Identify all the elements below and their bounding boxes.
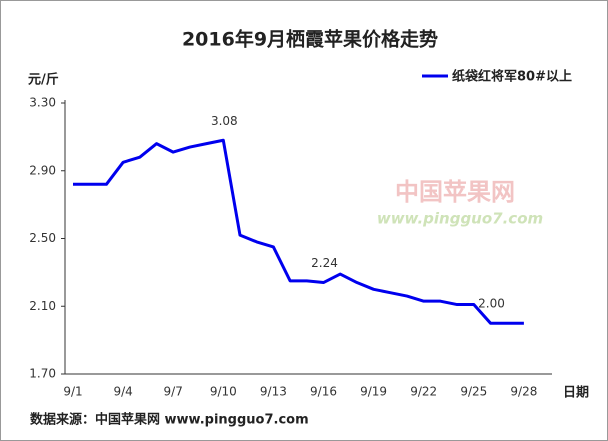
x-tick-label: 9/28 bbox=[510, 385, 537, 399]
y-tick-label: 2.10 bbox=[29, 299, 56, 313]
y-tick-label: 3.30 bbox=[29, 96, 56, 110]
y-unit: 元/斤 bbox=[28, 72, 59, 88]
x-tick-label: 9/16 bbox=[310, 385, 337, 399]
line bbox=[73, 138, 524, 325]
y-tick-label: 2.90 bbox=[29, 163, 56, 177]
x-tick-label: 9/13 bbox=[260, 385, 287, 399]
data-label: 3.08 bbox=[211, 114, 238, 128]
y-tick-label: 2.50 bbox=[29, 231, 56, 245]
watermark: www.pingguo7.com bbox=[377, 210, 543, 228]
source: 数据来源：中国苹果网 www.pingguo7.com bbox=[30, 412, 309, 428]
legend-label: 纸袋红将军80#以上 bbox=[452, 69, 572, 85]
watermark: 中国苹果网 bbox=[395, 178, 515, 206]
x-tick-label: 9/1 bbox=[63, 385, 82, 399]
data-label: 2.00 bbox=[478, 297, 505, 311]
x-tick-label: 9/4 bbox=[113, 385, 132, 399]
x-tick-label: 9/19 bbox=[360, 385, 387, 399]
x-tick-label: 9/10 bbox=[210, 385, 237, 399]
x-tick-label: 9/7 bbox=[164, 385, 183, 399]
y-tick-label: 1.70 bbox=[29, 367, 56, 381]
x-tick-label: 9/22 bbox=[410, 385, 437, 399]
chart-title: 2016年9月栖霞苹果价格走势 bbox=[182, 28, 438, 51]
data-label: 2.24 bbox=[311, 256, 338, 270]
x-label: 日期 bbox=[563, 386, 589, 401]
x-tick-label: 9/25 bbox=[460, 385, 487, 399]
